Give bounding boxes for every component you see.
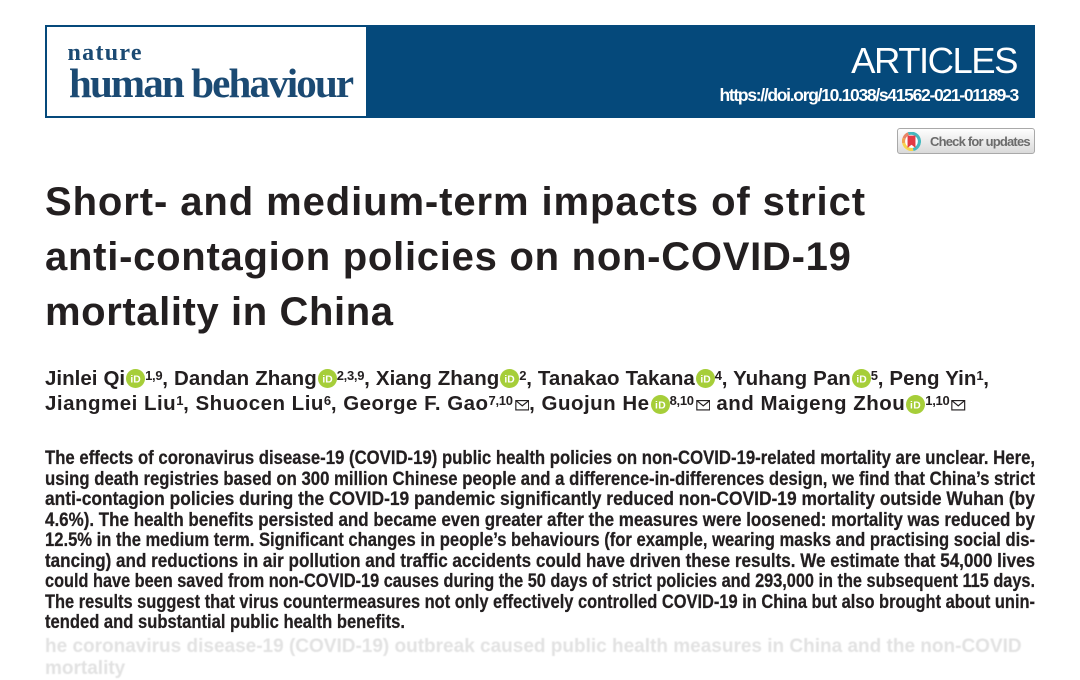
svg-text:iD: iD — [700, 374, 710, 385]
svg-text:iD: iD — [505, 374, 515, 385]
svg-text:iD: iD — [856, 374, 866, 385]
svg-text:iD: iD — [910, 400, 921, 411]
svg-text:iD: iD — [322, 374, 332, 385]
svg-text:iD: iD — [655, 400, 666, 411]
svg-text:iD: iD — [130, 374, 140, 385]
